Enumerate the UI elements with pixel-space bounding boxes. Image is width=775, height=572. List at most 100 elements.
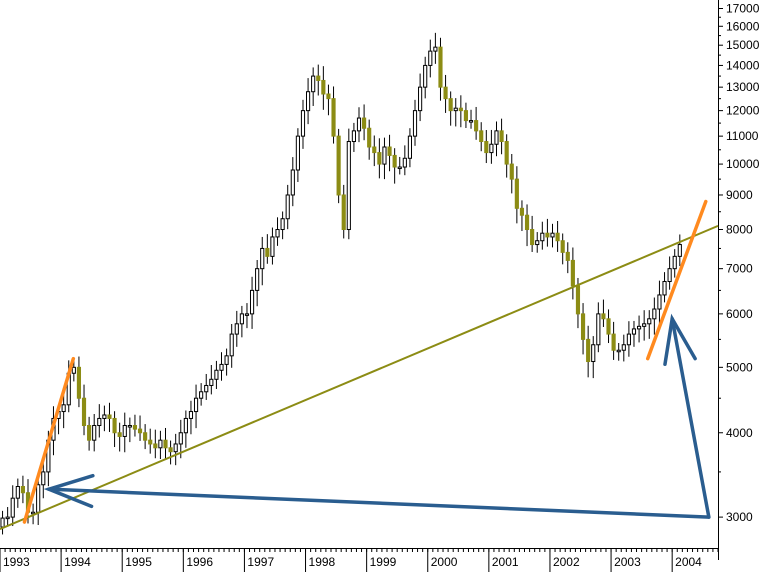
- candle-up: [494, 130, 499, 145]
- candle-down: [168, 447, 173, 453]
- candle-down: [163, 439, 168, 449]
- candle-down: [560, 240, 565, 253]
- x-tick-label: 1999: [370, 555, 397, 569]
- candle-down: [524, 214, 530, 231]
- candle-up: [178, 432, 183, 445]
- y-tick-label: 4000: [726, 426, 753, 440]
- candle-down: [137, 428, 143, 434]
- candle-up: [255, 268, 260, 291]
- candle-up: [102, 414, 107, 419]
- candle-up: [677, 244, 682, 257]
- x-tick-label: 2003: [614, 555, 641, 569]
- candle-down: [112, 417, 117, 434]
- candle-up: [453, 107, 458, 112]
- candle-up: [41, 471, 46, 486]
- candle-down: [153, 443, 158, 449]
- candle-down: [265, 247, 270, 257]
- y-tick-label: 5000: [726, 360, 753, 374]
- candle-down: [87, 425, 92, 441]
- candle-up: [249, 289, 255, 315]
- candle-up: [652, 308, 657, 320]
- candle-up: [672, 255, 677, 270]
- candle-down: [463, 110, 469, 122]
- candle-up: [209, 378, 214, 386]
- candle-down: [606, 318, 611, 335]
- candle-up: [616, 349, 621, 353]
- candle-down: [586, 338, 591, 363]
- candle-up: [219, 363, 224, 371]
- x-tick-label: 1995: [125, 555, 152, 569]
- y-tick-label: 3000: [726, 510, 753, 524]
- candle-up: [631, 328, 637, 335]
- candle-up: [285, 194, 290, 220]
- x-tick-label: 2004: [675, 555, 702, 569]
- candle-down: [611, 333, 616, 351]
- candle-down: [76, 366, 82, 399]
- candle-up: [642, 323, 647, 327]
- y-tick-label: 14000: [726, 58, 760, 72]
- candle-up: [295, 135, 300, 171]
- candle-down: [326, 93, 331, 100]
- candle-down: [555, 232, 560, 242]
- candle-down: [107, 414, 112, 419]
- candle-up: [662, 281, 667, 296]
- candle-up: [183, 417, 188, 434]
- candle-up: [229, 333, 234, 357]
- candle-down: [580, 313, 586, 340]
- candle-down: [479, 130, 484, 143]
- candle-up: [97, 417, 102, 427]
- candle-down: [117, 432, 122, 437]
- candle-down: [321, 79, 326, 95]
- x-tick-label: 1997: [247, 555, 274, 569]
- x-tick-label: 2000: [431, 555, 458, 569]
- candle-up: [0, 517, 5, 528]
- candle-down: [509, 163, 514, 180]
- candle-down: [367, 127, 372, 148]
- candle-up: [31, 511, 36, 515]
- candle-up: [305, 91, 311, 112]
- x-tick-label: 1994: [64, 555, 91, 569]
- candle-down: [20, 486, 25, 494]
- candle-down: [458, 107, 463, 112]
- candle-up: [193, 397, 199, 413]
- candle-up: [311, 75, 316, 93]
- candle-up: [418, 86, 423, 112]
- candle-down: [570, 259, 575, 287]
- x-tick-label: 1993: [3, 555, 30, 569]
- candle-up: [280, 218, 285, 231]
- candle-up: [224, 355, 229, 365]
- candle-up: [397, 166, 402, 170]
- arrow-shaft: [670, 317, 711, 519]
- candle-up: [550, 232, 555, 238]
- candle-down: [377, 152, 382, 165]
- y-tick-label: 7000: [726, 262, 753, 276]
- candle-down: [362, 117, 367, 129]
- candle-up: [346, 141, 351, 231]
- candle-up: [92, 425, 97, 441]
- candle-up: [300, 110, 306, 137]
- candle-up: [351, 130, 356, 143]
- x-tick-label: 2002: [553, 555, 580, 569]
- candle-up: [15, 486, 20, 499]
- candle-down: [443, 86, 448, 100]
- candle-down: [143, 432, 148, 441]
- candle-up: [667, 268, 672, 283]
- candle-down: [148, 439, 153, 445]
- candle-up: [239, 313, 244, 325]
- candle-up: [5, 516, 10, 520]
- y-tick-label: 8000: [726, 223, 753, 237]
- candle-up: [540, 232, 545, 242]
- candle-down: [392, 154, 397, 168]
- plot-area: [0, 0, 719, 571]
- candle-up: [636, 325, 642, 330]
- candle-up: [61, 404, 66, 413]
- y-tick-label: 16000: [726, 19, 760, 33]
- candle-up: [412, 110, 418, 137]
- candle-up: [10, 497, 15, 518]
- candle-up: [647, 318, 652, 325]
- candle-down: [372, 146, 377, 154]
- candle-up: [71, 366, 76, 374]
- candle-down: [474, 120, 479, 132]
- steep-rise-line: [645, 199, 708, 361]
- candle-up: [214, 369, 219, 380]
